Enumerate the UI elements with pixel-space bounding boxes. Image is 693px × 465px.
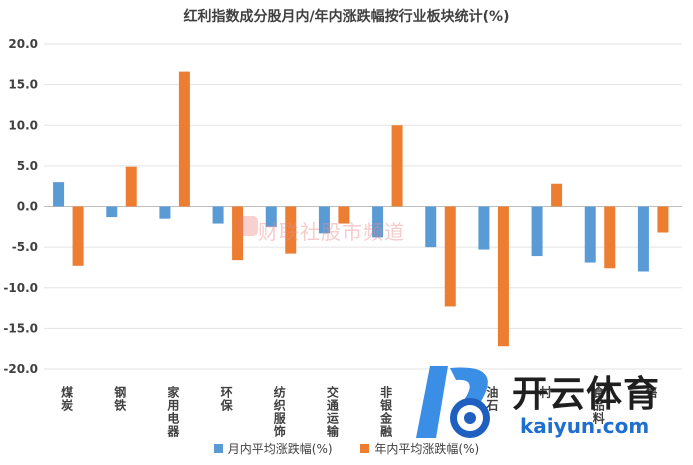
x-tick-label: 家用电器 (166, 385, 180, 438)
bar-yearly (178, 71, 190, 207)
bar-yearly (657, 206, 669, 233)
bar-monthly (531, 206, 543, 257)
bar-yearly (125, 166, 137, 207)
x-tick-label: 食品料 (591, 385, 605, 425)
bar-yearly (338, 206, 350, 224)
chart-title: 红利指数成分股月内/年内涨跌幅按行业板块统计(%) (183, 9, 510, 25)
x-tick-label: 非银金融 (379, 385, 393, 438)
x-tick-label: 交通运输 (325, 385, 339, 438)
y-tick-label: -10.0 (3, 281, 38, 295)
y-tick-label: -20.0 (3, 362, 38, 376)
bar-monthly (106, 206, 118, 218)
y-tick-label: -5.0 (12, 240, 38, 254)
bar-yearly (391, 125, 403, 207)
bar-monthly (478, 206, 490, 250)
y-tick-label: 10.0 (8, 118, 38, 132)
y-tick-label: 20.0 (8, 37, 38, 51)
bar-monthly (159, 206, 171, 219)
y-tick-label: 15.0 (8, 78, 38, 92)
bar-monthly (637, 206, 649, 272)
bar-monthly (212, 206, 224, 224)
legend-item-yearly: 年内平均涨跌幅(%) (360, 440, 479, 457)
legend-swatch-yearly (360, 444, 370, 453)
bar-monthly (53, 182, 65, 207)
bar-yearly (444, 206, 456, 307)
bar-monthly (372, 206, 384, 238)
y-tick-label: 0.0 (17, 200, 38, 214)
watermark-text: 财联社股市频道 (258, 220, 405, 244)
bar-yearly (604, 206, 616, 269)
x-tick-label: 纺织服饰 (272, 385, 286, 438)
y-tick-label: -15.0 (3, 321, 38, 335)
brand-name: 开云体育 (512, 374, 661, 415)
bar-monthly (265, 206, 277, 227)
legend-swatch-monthly (213, 444, 223, 453)
x-tick-label: 村 (538, 385, 552, 399)
bar-yearly (232, 206, 244, 261)
x-tick-label: 油石 (485, 385, 499, 412)
legend-label-yearly: 年内平均涨跌幅(%) (374, 442, 480, 456)
watermark-logo-icon (238, 216, 258, 236)
bar-monthly (425, 206, 437, 248)
bar-yearly (551, 183, 563, 207)
x-tick-label: 环保 (219, 386, 233, 412)
legend: 月内平均涨跌幅(%) 年内平均涨跌幅(%) (0, 440, 693, 457)
legend-item-monthly: 月内平均涨跌幅(%) (213, 440, 333, 457)
kaiyun-logo-icon (416, 366, 490, 438)
legend-label-monthly: 月内平均涨跌幅(%) (227, 442, 333, 456)
bar-monthly (584, 206, 596, 263)
bar-yearly (285, 206, 297, 254)
brand-url: kaiyun.com (520, 414, 650, 438)
bar-yearly (72, 206, 84, 266)
y-tick-label: 5.0 (17, 159, 38, 173)
bar-yearly (497, 206, 509, 347)
x-tick-label: 钢铁 (113, 385, 127, 412)
x-tick-label: 煤炭 (60, 385, 74, 412)
bar-monthly (318, 206, 330, 234)
x-tick-label: 售 (644, 385, 658, 399)
